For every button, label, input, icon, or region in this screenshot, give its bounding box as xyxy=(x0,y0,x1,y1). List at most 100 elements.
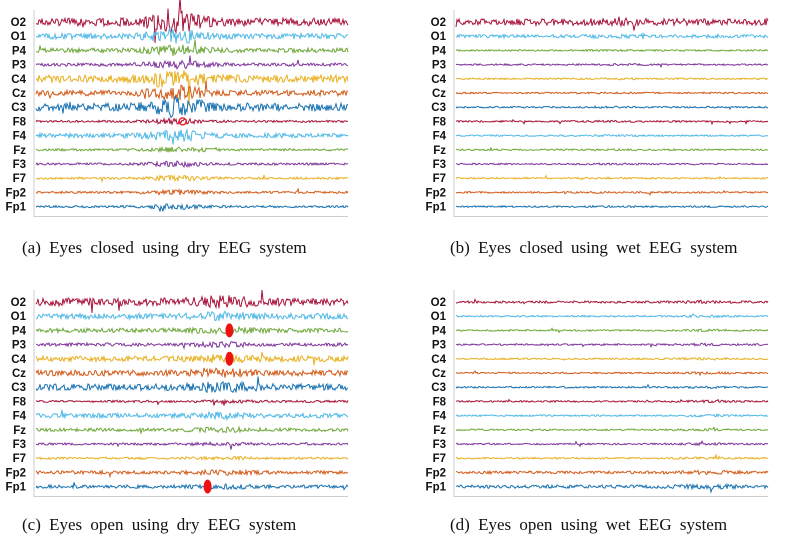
channel-label-c4: C4 xyxy=(431,354,446,366)
caption-b: (b) Eyes closed using wet EEG system xyxy=(450,238,737,258)
trace-fp2 xyxy=(456,191,768,195)
trace-f8 xyxy=(456,400,768,403)
channel-label-o2: O2 xyxy=(11,297,26,309)
eeg-panel-eyes-open-dry: O2 O1 P4 P3 C4 Cz C3 F8 F4 Fz F3 F7 Fp2 Fp1 xyxy=(0,280,360,510)
axis-frame xyxy=(34,290,348,497)
channel-label-fp1: Fp1 xyxy=(426,202,447,214)
channel-label-fz: Fz xyxy=(433,425,446,437)
channel-label-cz: Cz xyxy=(432,88,446,100)
channel-label-fz: Fz xyxy=(13,145,26,157)
channel-label-p3: P3 xyxy=(432,60,446,72)
channel-label-fz: Fz xyxy=(433,145,446,157)
eeg-panel-eyes-closed-dry: O2 O1 P4 P3 C4 Cz C3 F8 F4 Fz F3 F7 Fp2 Fp1 xyxy=(0,0,360,230)
channel-label-o1: O1 xyxy=(431,311,447,323)
channel-label-f8: F8 xyxy=(13,396,27,408)
channel-label-p3: P3 xyxy=(12,340,26,352)
channel-label-c4: C4 xyxy=(11,354,26,366)
trace-f7 xyxy=(456,176,768,180)
trace-f4 xyxy=(36,130,348,145)
channel-label-f4: F4 xyxy=(13,131,27,143)
channel-label-f7: F7 xyxy=(433,453,446,465)
trace-fp1 xyxy=(36,482,348,489)
channel-label-f7: F7 xyxy=(13,453,26,465)
channel-label-f7: F7 xyxy=(13,173,26,185)
trace-f3 xyxy=(456,163,768,165)
trace-fz xyxy=(36,427,348,434)
trace-c4 xyxy=(456,358,768,361)
channel-label-o2: O2 xyxy=(431,297,446,309)
trace-f3 xyxy=(456,441,768,446)
trace-f4 xyxy=(456,135,768,137)
channel-label-cz: Cz xyxy=(12,368,26,380)
channel-label-p3: P3 xyxy=(12,60,26,72)
channel-label-p4: P4 xyxy=(432,325,447,337)
eeg-traces-eyes-closed-wet: O2 O1 P4 P3 C4 Cz C3 F8 F4 Fz F3 F7 Fp2 Fp1 xyxy=(420,0,780,230)
trace-o1 xyxy=(456,314,768,318)
axis-frame xyxy=(34,10,348,217)
channel-label-f3: F3 xyxy=(433,159,446,171)
channel-label-fp2: Fp2 xyxy=(426,467,446,479)
trace-fz xyxy=(456,427,768,431)
trace-fp1 xyxy=(456,206,768,208)
channel-label-f7: F7 xyxy=(433,173,446,185)
trace-p4 xyxy=(36,327,348,334)
trace-o1 xyxy=(456,34,768,40)
channel-label-f4: F4 xyxy=(433,411,447,423)
channel-label-fp1: Fp1 xyxy=(6,202,27,214)
channel-label-c4: C4 xyxy=(11,74,26,86)
trace-f3 xyxy=(36,442,348,449)
trace-f7 xyxy=(36,456,348,459)
trace-c4 xyxy=(456,78,768,80)
eeg-panel-eyes-closed-wet: O2 O1 P4 P3 C4 Cz C3 F8 F4 Fz F3 F7 Fp2 Fp1 xyxy=(420,0,780,230)
trace-o2 xyxy=(456,17,768,31)
channel-label-f4: F4 xyxy=(433,131,447,143)
trace-fp2 xyxy=(456,471,768,475)
trace-f7 xyxy=(36,175,348,181)
trace-o2 xyxy=(456,299,768,303)
channel-label-c3: C3 xyxy=(11,102,26,114)
channel-label-f3: F3 xyxy=(433,439,446,451)
channel-label-c3: C3 xyxy=(431,102,446,114)
trace-c3 xyxy=(36,377,348,393)
caption-a: (a) Eyes closed using dry EEG system xyxy=(22,238,307,258)
artifact-marker-fp1 xyxy=(204,480,212,494)
channel-label-fp1: Fp1 xyxy=(426,482,447,494)
channel-label-c3: C3 xyxy=(11,382,26,394)
channel-label-o1: O1 xyxy=(11,31,27,43)
channel-label-o2: O2 xyxy=(11,17,26,29)
trace-f7 xyxy=(456,455,768,459)
artifact-marker-p4 xyxy=(225,323,233,337)
channel-label-o1: O1 xyxy=(431,31,447,43)
channel-label-f8: F8 xyxy=(13,116,27,128)
trace-c4 xyxy=(36,352,348,365)
artifact-marker-c4 xyxy=(225,352,233,366)
trace-f8 xyxy=(36,119,348,125)
channel-label-p3: P3 xyxy=(432,340,446,352)
trace-fp2 xyxy=(36,189,348,195)
trace-p3 xyxy=(36,342,348,349)
trace-cz xyxy=(456,92,768,94)
trace-c3 xyxy=(36,97,348,118)
trace-f8 xyxy=(36,400,348,406)
axis-frame xyxy=(454,10,768,217)
trace-cz xyxy=(456,371,768,375)
eeg-traces-eyes-open-dry: O2 O1 P4 P3 C4 Cz C3 F8 F4 Fz F3 F7 Fp2 Fp1 xyxy=(0,280,360,510)
trace-fp1 xyxy=(456,484,768,492)
trace-f4 xyxy=(36,410,348,420)
channel-label-f3: F3 xyxy=(13,439,26,451)
channel-label-o2: O2 xyxy=(431,17,446,29)
channel-label-fp2: Fp2 xyxy=(6,187,26,199)
trace-p4 xyxy=(456,328,768,332)
trace-cz xyxy=(36,81,348,100)
channel-label-p4: P4 xyxy=(432,45,447,57)
trace-p3 xyxy=(456,64,768,67)
channel-label-cz: Cz xyxy=(12,88,26,100)
channel-label-fz: Fz xyxy=(13,425,26,437)
trace-fz xyxy=(456,148,768,151)
channel-label-p4: P4 xyxy=(12,325,27,337)
eeg-traces-eyes-closed-dry: O2 O1 P4 P3 C4 Cz C3 F8 F4 Fz F3 F7 Fp2 Fp1 xyxy=(0,0,360,230)
channel-label-c3: C3 xyxy=(431,382,446,394)
trace-f8 xyxy=(456,120,768,124)
trace-f4 xyxy=(456,414,768,417)
trace-p3 xyxy=(36,56,348,69)
